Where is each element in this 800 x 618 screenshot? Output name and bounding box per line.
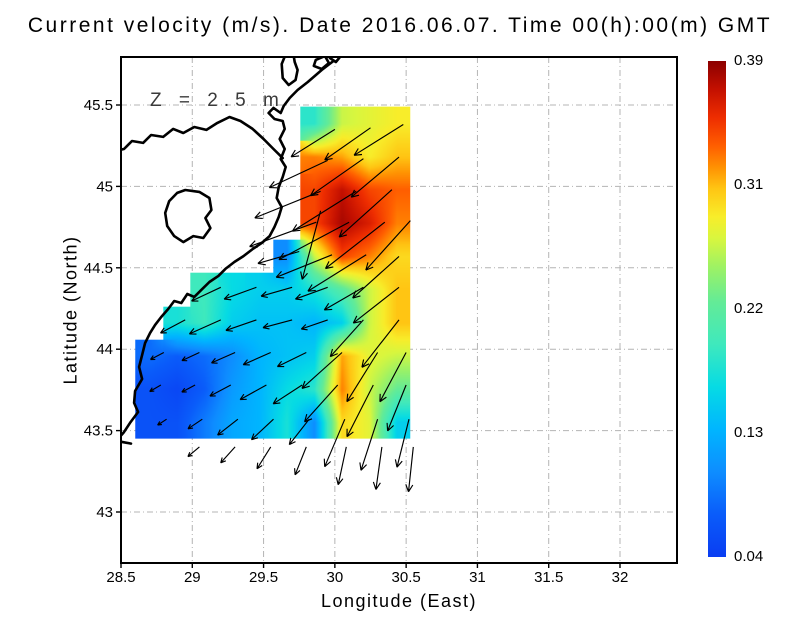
current-arrow bbox=[217, 418, 239, 436]
colorbar-label: 0.31 bbox=[734, 176, 764, 193]
current-arrow bbox=[276, 351, 307, 368]
current-arrow bbox=[191, 286, 222, 302]
current-arrow bbox=[239, 384, 267, 401]
y-tick-label: 45 bbox=[96, 178, 113, 195]
current-arrow bbox=[361, 319, 400, 368]
current-arrow bbox=[187, 418, 203, 430]
y-tick-label: 44 bbox=[96, 341, 113, 358]
current-arrow bbox=[379, 352, 407, 403]
current-arrow bbox=[323, 418, 346, 468]
x-tick-label: 29.5 bbox=[249, 569, 278, 586]
current-arrow bbox=[256, 446, 272, 470]
current-arrow bbox=[268, 159, 328, 189]
coastline-segment bbox=[121, 57, 342, 438]
current-arrow bbox=[300, 210, 322, 280]
current-arrow bbox=[394, 419, 410, 468]
y-tick-label: 43.5 bbox=[84, 423, 113, 440]
axis-tick-labels: 28.5 29 29.5 30 30.5 31 31.5 32 45.5 45 44.5 44 43.5… bbox=[84, 97, 629, 586]
axis-ticks bbox=[116, 104, 621, 568]
current-arrow bbox=[365, 220, 411, 271]
current-arrow bbox=[260, 286, 293, 298]
current-arrow bbox=[329, 319, 364, 358]
y-tick-label: 43 bbox=[96, 504, 113, 521]
colorbar-gradient bbox=[708, 61, 726, 557]
current-arrow bbox=[188, 319, 222, 335]
current-arrow bbox=[294, 446, 307, 476]
current-arrow bbox=[353, 124, 404, 156]
coastline bbox=[121, 57, 342, 445]
current-arrow bbox=[290, 128, 336, 158]
current-arrow bbox=[294, 286, 328, 301]
plot-title: Current velocity (m/s). Date 2016.06.07.… bbox=[27, 14, 773, 37]
current-arrow bbox=[150, 351, 165, 361]
current-arrow bbox=[386, 384, 407, 432]
current-arrow bbox=[242, 351, 271, 366]
velocity-field-raster bbox=[135, 106, 411, 439]
current-arrow bbox=[223, 286, 257, 301]
velocity-field bbox=[135, 106, 411, 439]
current-arrow bbox=[324, 221, 386, 270]
current-arrow bbox=[323, 286, 364, 311]
depth-annotation: Z = 2.5 m bbox=[150, 90, 285, 111]
coastline-segment bbox=[121, 115, 284, 160]
current-arrow bbox=[149, 384, 162, 393]
current-arrow bbox=[359, 419, 379, 471]
colorbar-label: 0.22 bbox=[734, 300, 764, 317]
current-arrow bbox=[275, 254, 333, 279]
x-axis-label: Longitude (East) bbox=[320, 591, 478, 611]
current-arrow bbox=[346, 384, 374, 438]
current-arrow bbox=[209, 384, 232, 397]
x-tick-label: 30.5 bbox=[392, 569, 421, 586]
current-arrow bbox=[187, 446, 200, 458]
colorbar-label: 0.39 bbox=[734, 52, 764, 69]
current-arrow bbox=[372, 446, 383, 490]
current-arrow bbox=[352, 286, 400, 324]
current-arrow bbox=[301, 352, 343, 389]
current-arrow bbox=[288, 418, 310, 446]
y-axis-label: Latitude (North) bbox=[60, 235, 81, 385]
x-tick-label: 32 bbox=[612, 569, 629, 586]
current-arrow bbox=[211, 351, 236, 364]
y-tick-label: 44.5 bbox=[84, 260, 113, 277]
current-arrow bbox=[262, 319, 293, 330]
current-arrow bbox=[254, 190, 321, 219]
current-arrow bbox=[225, 319, 257, 332]
y-tick-label: 45.5 bbox=[84, 97, 113, 114]
current-arrow bbox=[181, 384, 196, 393]
plot-frame bbox=[120, 56, 678, 564]
coastline-segment bbox=[121, 440, 133, 445]
x-tick-label: 30 bbox=[327, 569, 344, 586]
current-arrow bbox=[249, 221, 317, 248]
current-arrow bbox=[324, 127, 371, 161]
current-arrow bbox=[220, 446, 236, 464]
coastline-segment bbox=[312, 57, 331, 71]
colorbar bbox=[708, 61, 726, 557]
coastline-segment bbox=[280, 57, 299, 87]
coastline-segment bbox=[328, 57, 342, 64]
current-arrow bbox=[157, 418, 167, 426]
current-arrow bbox=[300, 319, 328, 331]
current-arrows bbox=[149, 124, 414, 493]
current-arrow bbox=[181, 351, 200, 362]
current-arrow bbox=[250, 418, 274, 441]
colorbar-label: 0.13 bbox=[734, 424, 764, 441]
current-arrow bbox=[338, 189, 393, 238]
x-tick-label: 31.5 bbox=[534, 569, 563, 586]
current-arrow bbox=[257, 250, 300, 266]
x-tick-label: 29 bbox=[184, 569, 201, 586]
current-arrow bbox=[160, 319, 186, 334]
current-arrow bbox=[272, 384, 303, 405]
colorbar-label: 0.04 bbox=[734, 548, 764, 565]
x-tick-label: 31 bbox=[469, 569, 486, 586]
coastline-segment bbox=[163, 188, 213, 244]
current-arrow bbox=[307, 254, 367, 292]
current-arrow bbox=[335, 446, 347, 486]
current-arrow bbox=[346, 352, 379, 403]
current-arrow bbox=[405, 446, 414, 493]
x-tick-label: 28.5 bbox=[106, 569, 135, 586]
